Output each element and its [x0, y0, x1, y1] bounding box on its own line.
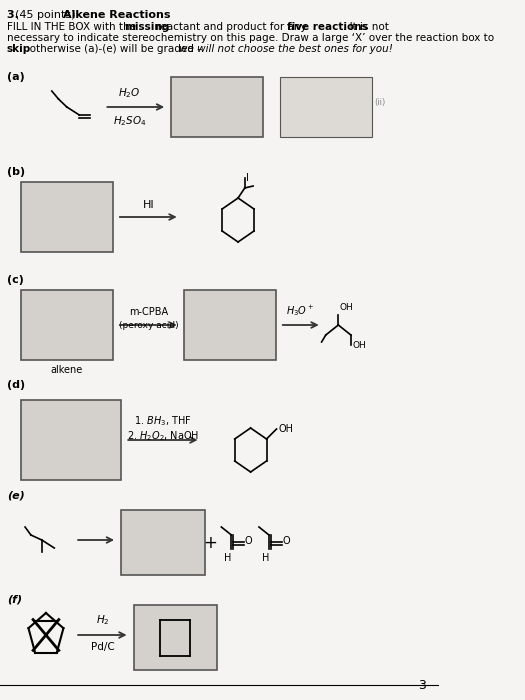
Bar	[171, 77, 263, 137]
Text: reactant and product for any: reactant and product for any	[153, 22, 310, 32]
Text: Alkene Reactions: Alkene Reactions	[62, 10, 170, 20]
Text: FILL IN THE BOX with the: FILL IN THE BOX with the	[7, 22, 139, 32]
Text: 3.: 3.	[7, 10, 23, 20]
Text: skip: skip	[7, 44, 31, 54]
Text: OH: OH	[278, 424, 293, 434]
Text: +: +	[204, 534, 217, 552]
Text: (ii): (ii)	[374, 97, 385, 106]
Text: missing: missing	[123, 22, 169, 32]
Text: H: H	[224, 553, 232, 563]
Text: . It is not: . It is not	[343, 22, 389, 32]
Text: m-CPBA: m-CPBA	[129, 307, 168, 317]
Bar	[121, 510, 205, 575]
Text: $H_2SO_4$: $H_2SO_4$	[113, 114, 146, 128]
Text: OH: OH	[352, 340, 366, 349]
Text: 3: 3	[418, 679, 426, 692]
Text: (b): (b)	[7, 167, 25, 177]
Text: H: H	[262, 553, 269, 563]
Text: (45 points): (45 points)	[15, 10, 79, 20]
Text: $H_2$: $H_2$	[96, 613, 110, 627]
Text: five reactions: five reactions	[287, 22, 368, 32]
Bar	[21, 182, 113, 252]
Text: 1. $BH_3$, THF: 1. $BH_3$, THF	[134, 414, 192, 428]
Text: $H_2O$: $H_2O$	[118, 86, 141, 100]
Text: alkene: alkene	[51, 365, 83, 375]
Bar	[280, 77, 372, 137]
Text: (d): (d)	[7, 380, 25, 390]
Text: O: O	[282, 536, 290, 546]
Text: O: O	[245, 536, 253, 546]
Text: I: I	[246, 173, 249, 183]
Text: , otherwise (a)-(e) will be graded –: , otherwise (a)-(e) will be graded –	[24, 44, 206, 54]
Bar	[21, 400, 121, 480]
Text: Pd/C: Pd/C	[91, 642, 114, 652]
Text: we will not choose the best ones for you!: we will not choose the best ones for you…	[178, 44, 393, 54]
Text: $H_3O^+$: $H_3O^+$	[287, 303, 315, 318]
Bar	[184, 290, 276, 360]
Text: (a): (a)	[7, 72, 25, 82]
Text: (c): (c)	[7, 275, 24, 285]
Bar	[21, 290, 113, 360]
Text: OH: OH	[339, 303, 353, 312]
Text: 2. $H_2O_2$, NaOH: 2. $H_2O_2$, NaOH	[127, 429, 199, 443]
Text: necessary to indicate stereochemistry on this page. Draw a large ‘X’ over the re: necessary to indicate stereochemistry on…	[7, 33, 494, 43]
Text: HI: HI	[143, 200, 154, 210]
Text: (e): (e)	[7, 490, 25, 500]
Text: (f): (f)	[7, 595, 22, 605]
Bar	[134, 605, 217, 670]
Text: (peroxy acid): (peroxy acid)	[119, 321, 178, 330]
